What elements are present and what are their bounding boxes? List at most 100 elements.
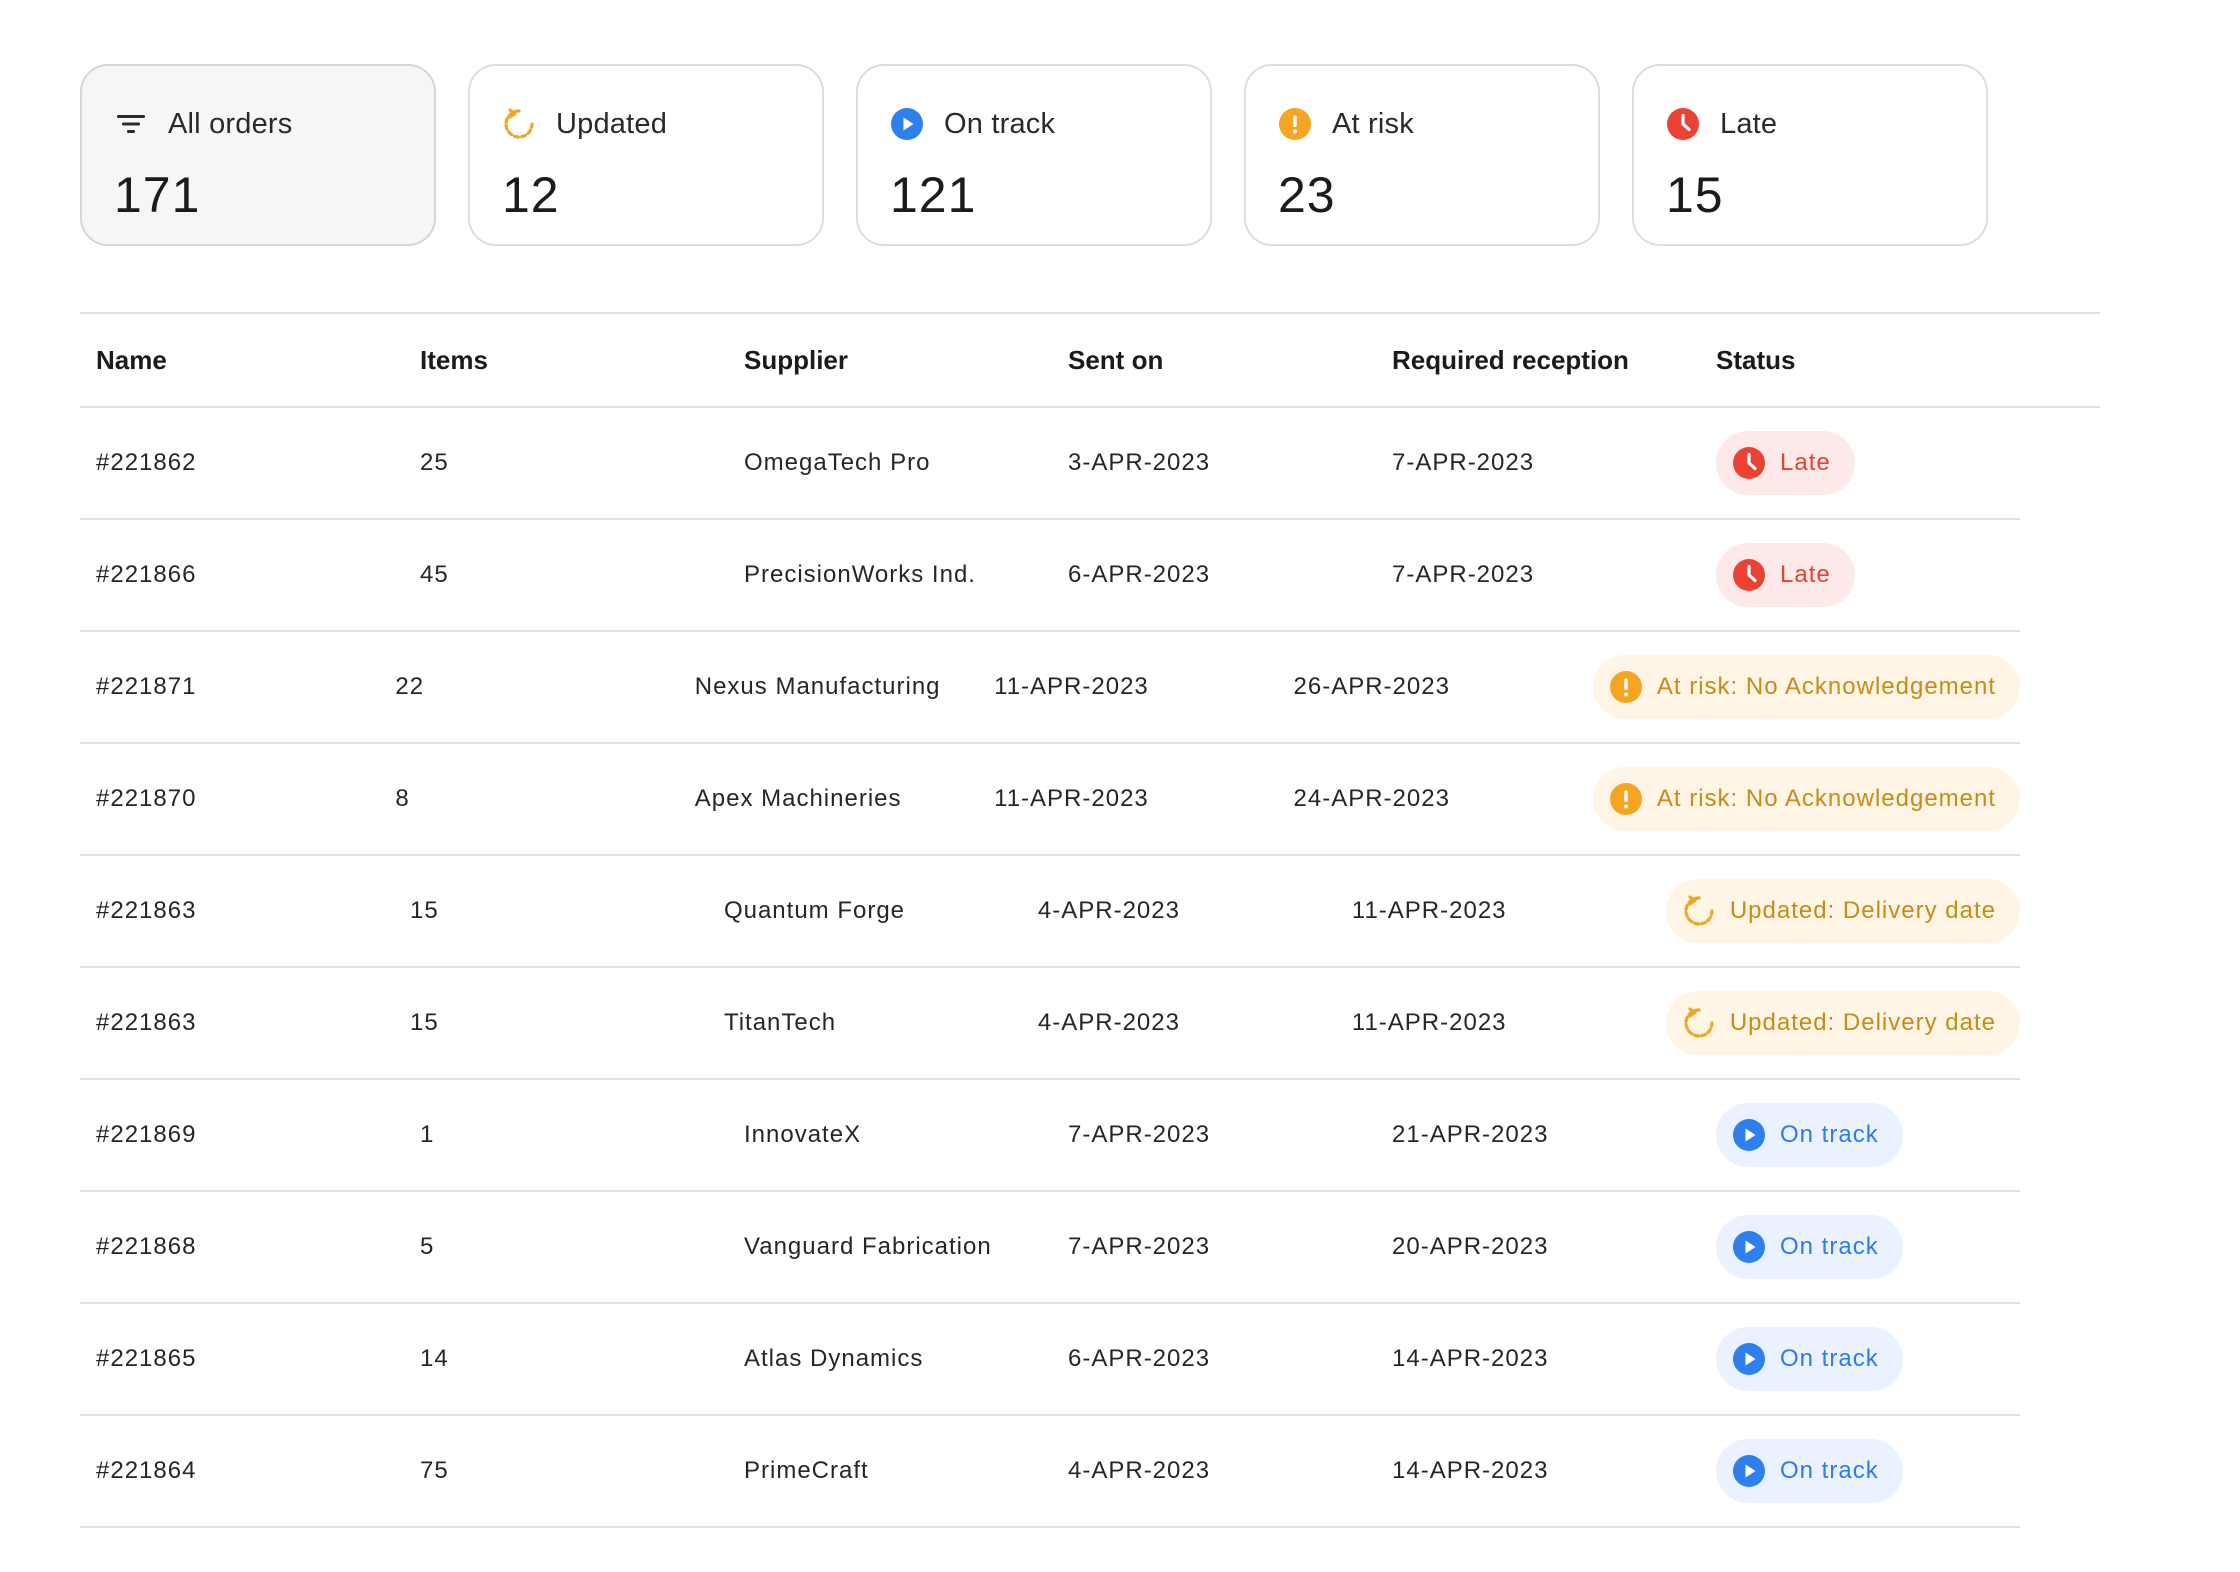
cell-name: #221865	[96, 1345, 197, 1372]
status-badge[interactable]: On track	[1716, 1215, 1903, 1279]
cell-name: #221870	[96, 785, 197, 812]
cell-sent-on: 4-APR-2023	[1068, 1457, 1211, 1484]
status-badge[interactable]: At risk: No Acknowledgement	[1592, 767, 2021, 831]
status-badge[interactable]: On track	[1716, 1103, 1903, 1167]
cell-sent-on: 7-APR-2023	[1068, 1121, 1211, 1148]
status-label: On track	[1780, 1233, 1879, 1260]
table-body: #221862 25 OmegaTech Pro 3-APR-2023 7-APR-20…	[80, 408, 2100, 1528]
cell-status: Late	[1700, 543, 1855, 607]
cell-required-reception: 14-APR-2023	[1392, 1345, 1549, 1372]
cell-required-reception: 26-APR-2023	[1293, 673, 1450, 700]
status-badge[interactable]: On track	[1716, 1327, 1903, 1391]
header-required-reception[interactable]: Required reception	[1392, 344, 1629, 375]
card-count: 121	[890, 167, 977, 223]
status-badge[interactable]: Updated: Delivery date	[1665, 879, 2020, 943]
cell-name: #221871	[96, 673, 197, 700]
clock-icon	[1732, 558, 1766, 592]
table-row[interactable]: #221862 25 OmegaTech Pro 3-APR-2023 7-APR-20…	[80, 408, 2020, 520]
exclamation-circle-icon	[1609, 782, 1643, 816]
cell-supplier: TitanTech	[723, 1009, 837, 1036]
refresh-icon	[1682, 894, 1716, 928]
cell-supplier: Vanguard Fabrication	[744, 1233, 992, 1260]
table-row[interactable]: #221870 8 Apex Machineries 11-APR-2023 24-AP…	[80, 744, 2021, 856]
header-sent-on[interactable]: Sent on	[1068, 344, 1164, 375]
cell-name: #221863	[96, 1009, 197, 1036]
cell-status: On track	[1700, 1103, 1903, 1167]
play-circle-icon	[1732, 1342, 1766, 1376]
table-row[interactable]: #221866 45 PrecisionWorks Ind. 6-APR-2023 7-…	[80, 520, 2020, 632]
header-supplier[interactable]: Supplier	[744, 344, 849, 375]
card-label: At risk	[1332, 107, 1414, 140]
cell-supplier: PrimeCraft	[744, 1457, 869, 1484]
cell-name: #221869	[96, 1121, 197, 1148]
cell-items: 25	[420, 449, 449, 476]
card-label: All orders	[168, 107, 293, 140]
cell-supplier: PrecisionWorks Ind.	[744, 561, 976, 588]
status-label: At risk: No Acknowledgement	[1656, 785, 1997, 812]
cell-items: 5	[420, 1233, 435, 1260]
table-row[interactable]: #221865 14 Atlas Dynamics 6-APR-2023 14-APR-…	[80, 1304, 2020, 1416]
header-name[interactable]: Name	[96, 344, 167, 375]
exclamation-circle-icon	[1609, 670, 1643, 704]
card-late[interactable]: Late 15	[1632, 64, 1988, 246]
table-row[interactable]: #221869 1 InnovateX 7-APR-2023 21-APR-2023 On…	[80, 1080, 2020, 1192]
cell-sent-on: 7-APR-2023	[1068, 1233, 1211, 1260]
cell-items: 8	[395, 785, 410, 812]
refresh-icon	[1682, 1006, 1716, 1040]
cell-sent-on: 11-APR-2023	[994, 785, 1149, 812]
cell-required-reception: 11-APR-2023	[1351, 897, 1507, 924]
cell-name: #221868	[96, 1233, 197, 1260]
table-row[interactable]: #221863 15 TitanTech 4-APR-2023 11-APR-2023 U…	[80, 968, 2020, 1080]
cell-items: 15	[409, 1009, 439, 1036]
cell-required-reception: 24-APR-2023	[1293, 785, 1450, 812]
status-label: On track	[1780, 1121, 1879, 1148]
cell-required-reception: 21-APR-2023	[1392, 1121, 1549, 1148]
table-row[interactable]: #221864 75 PrimeCraft 4-APR-2023 14-APR-2023…	[80, 1416, 2020, 1528]
filter-icon	[114, 107, 148, 141]
cell-supplier: Quantum Forge	[723, 897, 906, 924]
cell-items: 45	[420, 561, 449, 588]
header-items[interactable]: Items	[420, 344, 488, 375]
status-badge[interactable]: Updated: Delivery date	[1665, 991, 2020, 1055]
cell-required-reception: 7-APR-2023	[1392, 561, 1535, 588]
cell-sent-on: 4-APR-2023	[1037, 1009, 1180, 1036]
cell-sent-on: 6-APR-2023	[1068, 1345, 1211, 1372]
cell-supplier: Nexus Manufacturing	[694, 673, 941, 700]
cell-sent-on: 3-APR-2023	[1068, 449, 1211, 476]
card-count: 171	[114, 167, 201, 223]
cell-supplier: Atlas Dynamics	[744, 1345, 924, 1372]
status-badge[interactable]: Late	[1716, 431, 1855, 495]
card-updated[interactable]: Updated 12	[468, 64, 824, 246]
table-row[interactable]: #221863 15 Quantum Forge 4-APR-2023 11-APR-2…	[80, 856, 2020, 968]
play-circle-icon	[890, 107, 924, 141]
cell-required-reception: 20-APR-2023	[1392, 1233, 1549, 1260]
card-at-risk[interactable]: At risk 23	[1244, 64, 1600, 246]
cell-supplier: InnovateX	[744, 1121, 862, 1148]
header-status[interactable]: Status	[1716, 344, 1796, 375]
status-badge[interactable]: Late	[1716, 543, 1855, 607]
status-badge[interactable]: At risk: No Acknowledgement	[1592, 655, 2021, 719]
cell-items: 22	[395, 673, 425, 700]
play-circle-icon	[1732, 1230, 1766, 1264]
cell-sent-on: 11-APR-2023	[994, 673, 1149, 700]
card-on-track[interactable]: On track 121	[856, 64, 1212, 246]
cell-required-reception: 14-APR-2023	[1392, 1457, 1549, 1484]
cell-items: 1	[420, 1121, 435, 1148]
status-label: Updated: Delivery date	[1729, 897, 1996, 924]
status-label: At risk: No Acknowledgement	[1656, 673, 1997, 700]
cell-required-reception: 11-APR-2023	[1351, 1009, 1507, 1036]
cell-status: At risk: No Acknowledgement	[1577, 767, 2021, 831]
card-count: 12	[502, 167, 560, 223]
play-circle-icon	[1732, 1118, 1766, 1152]
cell-name: #221864	[96, 1457, 197, 1484]
summary-cards: All orders 171 Updated 12 On track	[80, 64, 1988, 246]
table-row[interactable]: #221868 5 Vanguard Fabrication 7-APR-2023 20…	[80, 1192, 2020, 1304]
play-circle-icon	[1732, 1454, 1766, 1488]
card-all-orders[interactable]: All orders 171	[80, 64, 436, 246]
cell-status: On track	[1700, 1215, 1903, 1279]
cell-name: #221863	[96, 897, 197, 924]
status-label: Late	[1780, 449, 1831, 476]
table-row[interactable]: #221871 22 Nexus Manufacturing 11-APR-2023 2…	[80, 632, 2021, 744]
status-badge[interactable]: On track	[1716, 1439, 1903, 1503]
card-label: Updated	[556, 107, 668, 140]
